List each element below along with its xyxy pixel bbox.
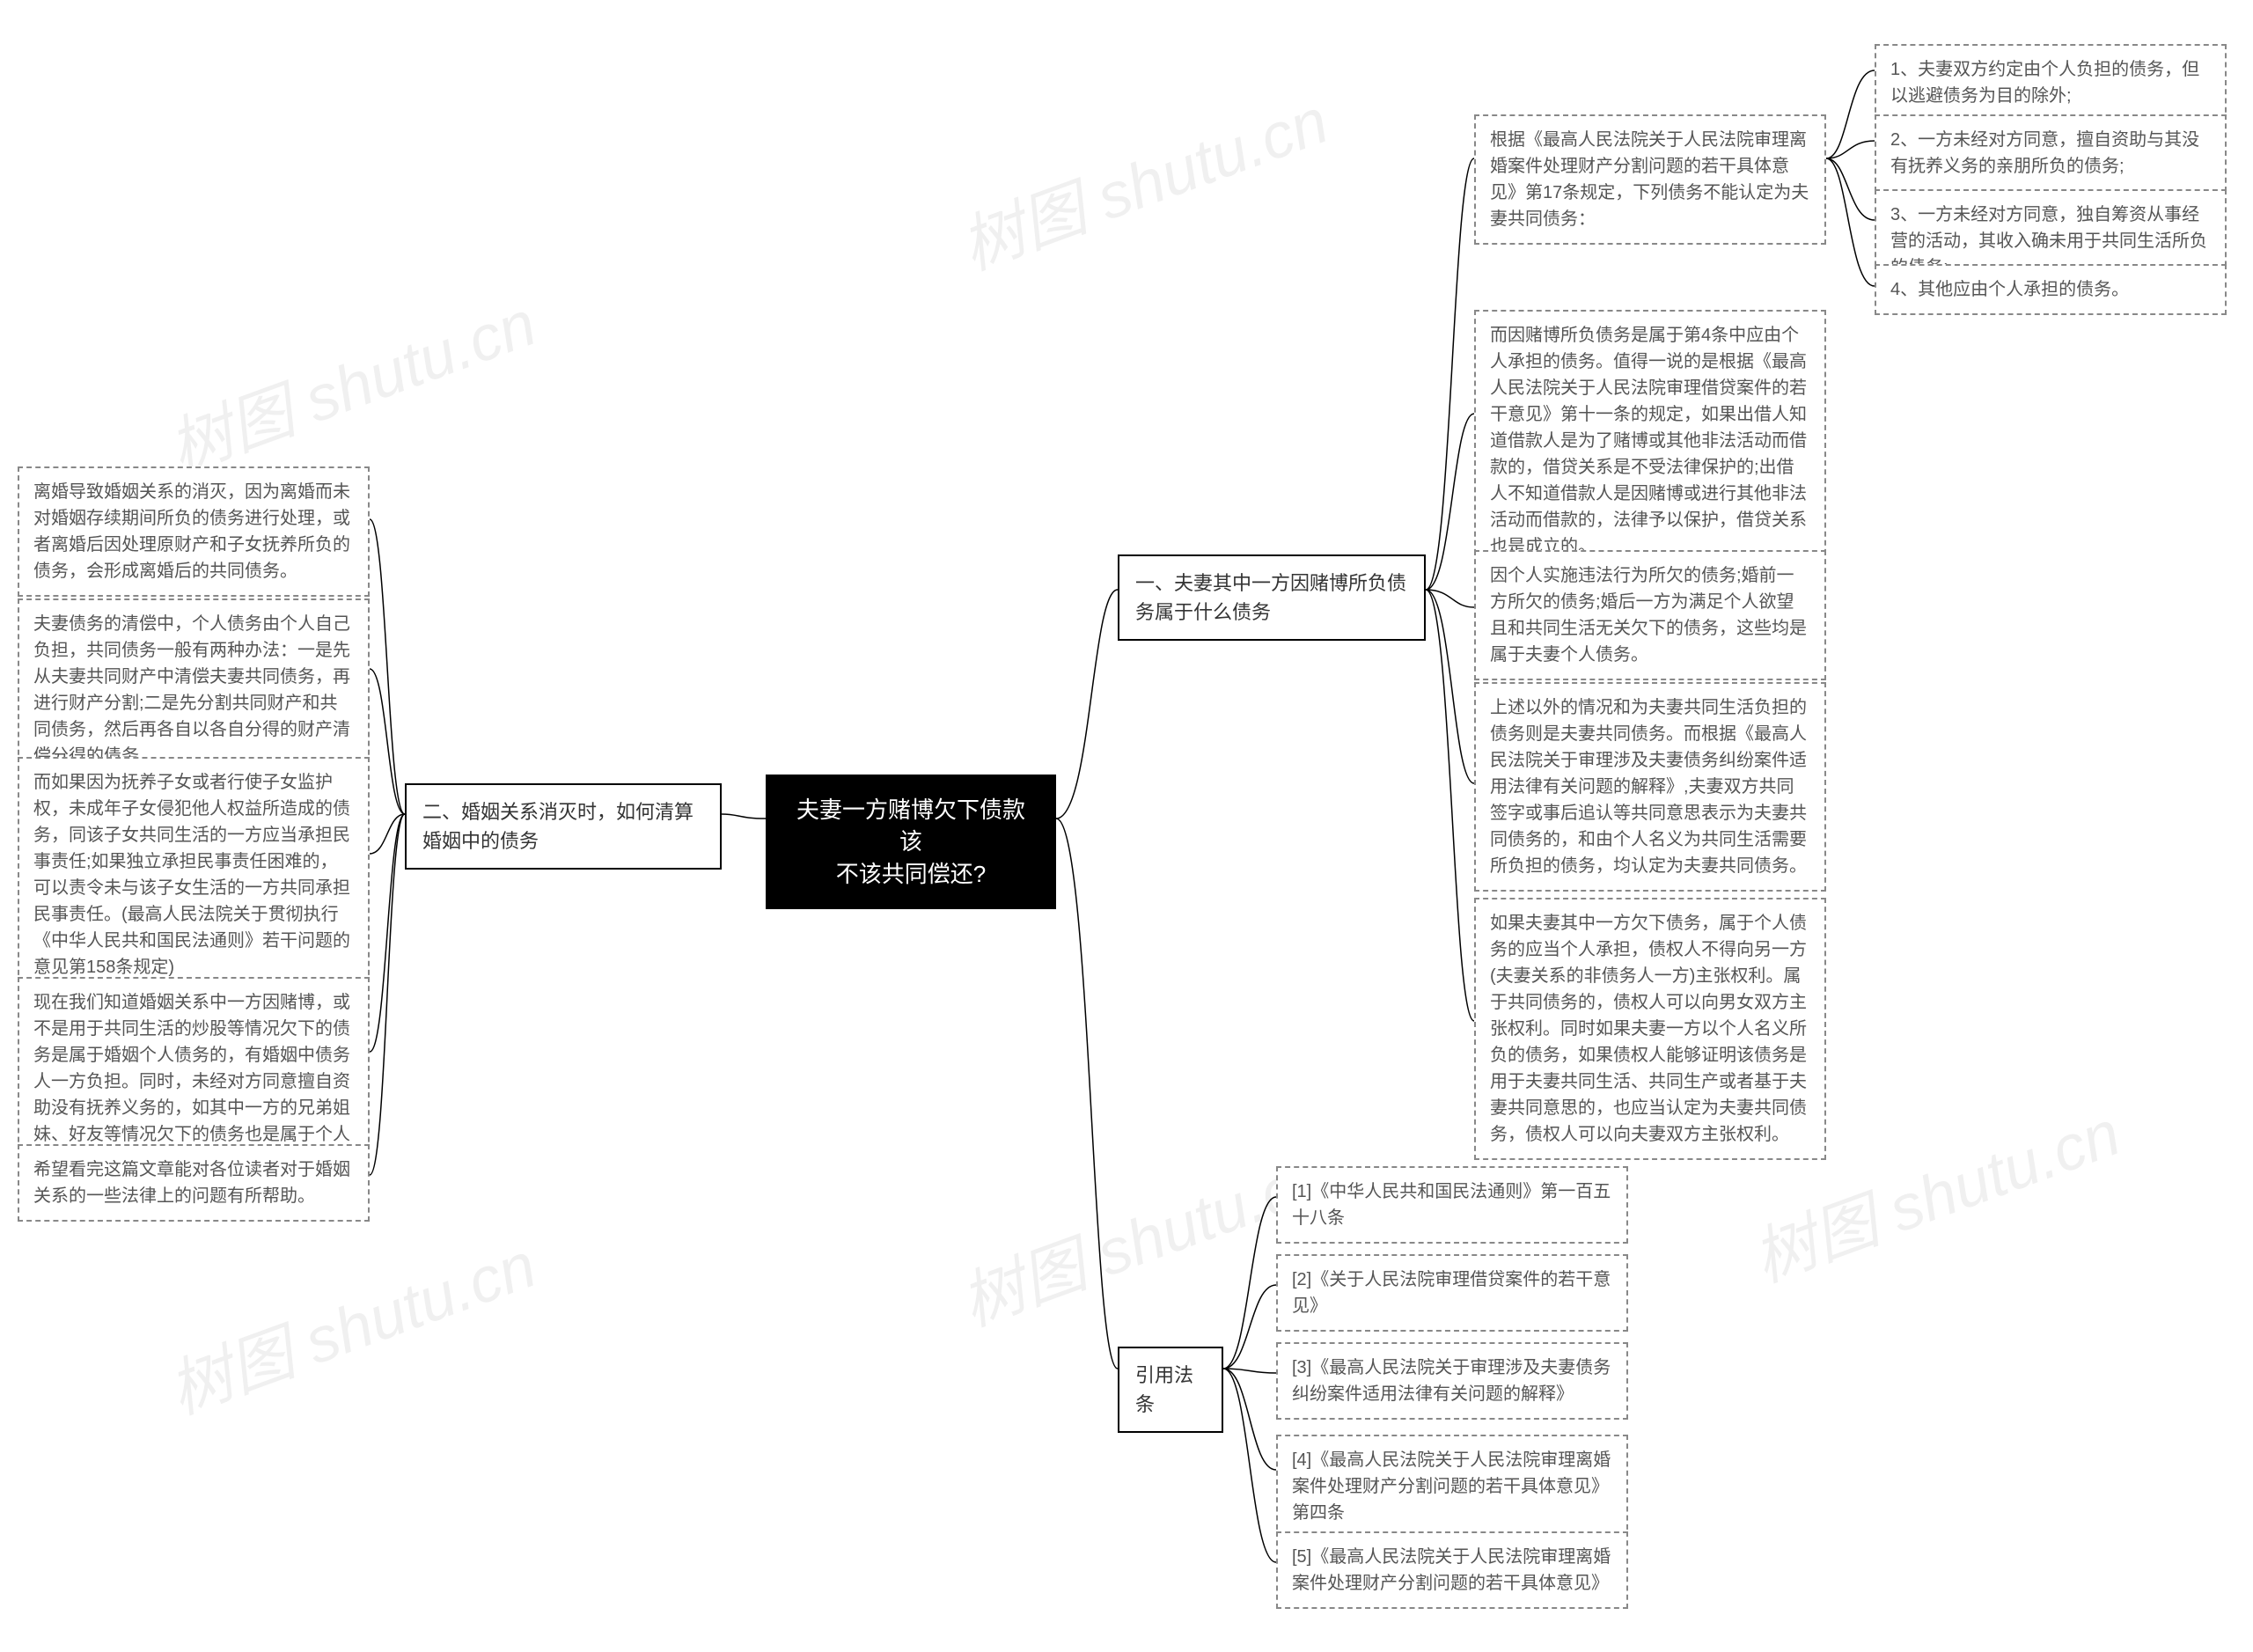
center-node: 夫妻一方赌博欠下债款该 不该共同偿还? (766, 775, 1056, 909)
leaf-node: [2]《关于人民法院审理借贷案件的若干意见》 (1276, 1254, 1628, 1332)
leaf-node: 4、其他应由个人承担的债务。 (1875, 264, 2227, 315)
watermark: 树图 shutu.cn (946, 70, 1339, 288)
watermark: 树图 shutu.cn (154, 1214, 547, 1432)
leaf-node: 如果夫妻其中一方欠下债务，属于个人债务的应当个人承担，债权人不得向另一方(夫妻关… (1474, 898, 1826, 1160)
leaf-node: 1、夫妻双方约定由个人负担的债务，但以逃避债务为目的除外; (1875, 44, 2227, 121)
leaf-node: [1]《中华人民共和国民法通则》第一百五十八条 (1276, 1166, 1628, 1244)
leaf-node: 希望看完这篇文章能对各位读者对于婚姻关系的一些法律上的问题有所帮助。 (18, 1144, 370, 1222)
leaf-node: 离婚导致婚姻关系的消灭，因为离婚而未对婚姻存续期间所负的债务进行处理，或者离婚后… (18, 466, 370, 597)
watermark: 树图 shutu.cn (154, 272, 547, 490)
leaf-node: 因个人实施违法行为所欠的债务;婚前一方所欠的债务;婚后一方为满足个人欲望且和共同… (1474, 550, 1826, 680)
leaf-node: [3]《最高人民法院关于审理涉及夫妻债务纠纷案件适用法律有关问题的解释》 (1276, 1342, 1628, 1420)
leaf-node: [5]《最高人民法院关于人民法院审理离婚案件处理财产分割问题的若干具体意见》 (1276, 1531, 1628, 1609)
leaf-node: 夫妻债务的清偿中，个人债务由个人自己负担，共同债务一般有两种办法：一是先从夫妻共… (18, 598, 370, 782)
mindmap-canvas: 树图 shutu.cn 树图 shutu.cn 树图 shutu.cn 树图 s… (0, 0, 2253, 1652)
leaf-node: 2、一方未经对方同意，擅自资助与其没有抚养义务的亲朋所负的债务; (1875, 114, 2227, 192)
leaf-node: 而因赌博所负债务是属于第4条中应由个人承担的债务。值得一说的是根据《最高人民法院… (1474, 310, 1826, 572)
branch-label-1: 一、夫妻其中一方因赌博所负债务属于什么债务 (1118, 554, 1426, 641)
leaf-node: [4]《最高人民法院关于人民法院审理离婚案件处理财产分割问题的若干具体意见》第四… (1276, 1435, 1628, 1538)
leaf-node: 而如果因为抚养子女或者行使子女监护权，未成年子女侵犯他人权益所造成的债务，同该子… (18, 757, 370, 993)
branch-label-2: 引用法条 (1118, 1347, 1223, 1433)
branch-label-left: 二、婚姻关系消灭时，如何清算婚姻中的债务 (405, 783, 722, 870)
leaf-node: 上述以外的情况和为夫妻共同生活负担的债务则是夫妻共同债务。而根据《最高人民法院关… (1474, 682, 1826, 892)
leaf-node: 根据《最高人民法院关于人民法院审理离婚案件处理财产分割问题的若干具体意见》第17… (1474, 114, 1826, 245)
